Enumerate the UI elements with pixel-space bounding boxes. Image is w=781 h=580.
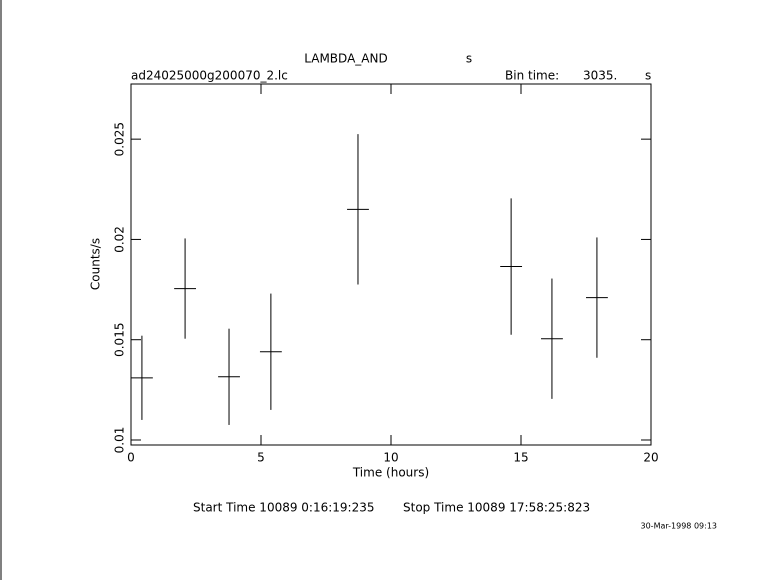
x-tick-label: 0 (127, 451, 135, 465)
y-tick-label: 0.01 (113, 427, 127, 454)
plot-frame (130, 83, 652, 446)
file-name: ad24025000g200070_2.lc (131, 69, 288, 83)
stop-time: Stop Time 10089 17:58:25:823 (403, 501, 590, 515)
bin-time: 3035. (583, 69, 617, 83)
bin-time-label: Bin time: (505, 69, 559, 83)
chart-title: LAMBDA_AND (304, 52, 387, 66)
y-tick-label: 0.015 (113, 323, 127, 357)
x-tick-label: 5 (257, 451, 265, 465)
bin-time-unit: s (645, 69, 651, 83)
x-axis-label: Time (hours) (352, 466, 429, 480)
x-tick-label: 15 (513, 451, 528, 465)
y-tick-label: 0.025 (113, 122, 127, 156)
date-stamp: 30-Mar-1998 09:13 (641, 522, 718, 531)
y-tick-label: 0.02 (113, 226, 127, 253)
start-time: Start Time 10089 0:16:19:235 (193, 501, 375, 515)
x-tick-label: 20 (643, 451, 658, 465)
x-tick-label: 10 (383, 451, 398, 465)
title-unit: s (466, 52, 472, 66)
y-axis-label: Counts/s (89, 238, 103, 290)
